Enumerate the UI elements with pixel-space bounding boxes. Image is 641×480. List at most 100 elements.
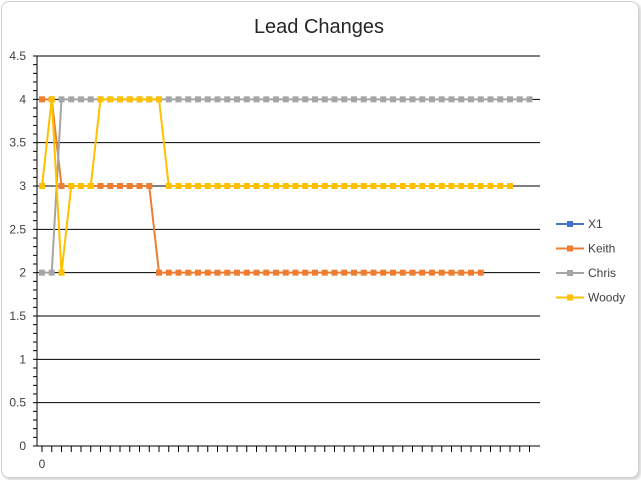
data-point	[39, 183, 45, 189]
data-point	[429, 183, 435, 189]
data-point	[204, 269, 211, 276]
data-point	[351, 183, 357, 189]
data-point	[68, 183, 75, 189]
data-point	[292, 96, 299, 103]
data-point	[487, 96, 494, 103]
data-point	[146, 96, 153, 103]
data-point	[429, 269, 435, 276]
data-point	[136, 96, 143, 103]
data-point	[165, 269, 172, 276]
data-point	[302, 96, 309, 103]
y-tick-label: 1	[19, 352, 26, 366]
data-point	[224, 269, 231, 276]
data-point	[419, 183, 426, 189]
data-point	[507, 96, 513, 103]
data-point	[253, 269, 260, 276]
data-point	[195, 269, 201, 276]
chart-title: Lead Changes	[254, 16, 384, 38]
data-point	[204, 183, 211, 189]
legend-marker	[567, 294, 573, 301]
data-point	[331, 269, 338, 276]
data-point	[253, 96, 260, 103]
data-point	[507, 183, 513, 189]
data-point	[234, 96, 240, 103]
data-point	[360, 269, 367, 276]
data-point	[273, 269, 279, 276]
series-keith	[39, 96, 484, 276]
data-point	[273, 183, 279, 189]
x-tick-label: 0	[39, 457, 46, 471]
data-point	[214, 96, 221, 103]
data-point	[312, 269, 318, 276]
data-point	[58, 183, 65, 189]
y-tick-label: 1.5	[9, 309, 26, 323]
data-point	[117, 96, 123, 103]
data-point	[214, 183, 221, 189]
data-point	[58, 96, 65, 103]
y-axis: 0 0.5 1 1.5 2 2.5 3 3.5 4 4.5	[9, 49, 38, 453]
data-point	[380, 96, 387, 103]
data-point	[516, 96, 523, 103]
gridlines	[37, 55, 540, 447]
data-point	[321, 183, 328, 189]
data-point	[126, 96, 133, 103]
y-tick-label: 2.5	[9, 222, 26, 236]
data-point	[429, 96, 435, 103]
data-point	[331, 183, 338, 189]
y-tick-label: 3	[19, 179, 26, 193]
series-line	[42, 98, 481, 274]
data-point	[497, 96, 504, 103]
y-tick-label: 3.5	[9, 136, 26, 150]
data-point	[370, 96, 377, 103]
data-point	[341, 183, 348, 189]
data-point	[195, 183, 201, 189]
data-point	[477, 183, 484, 189]
data-point	[370, 183, 377, 189]
data-point	[156, 96, 162, 103]
data-point	[146, 183, 153, 189]
data-point	[263, 96, 270, 103]
legend-marker	[567, 221, 573, 227]
data-point	[419, 96, 426, 103]
data-point	[399, 183, 406, 189]
legend-label: X1	[588, 217, 603, 231]
data-point	[497, 183, 504, 189]
data-point	[185, 96, 192, 103]
data-point	[175, 183, 182, 189]
data-point	[468, 183, 474, 189]
data-point	[97, 96, 104, 103]
data-point	[165, 183, 172, 189]
data-point	[214, 269, 221, 276]
data-point	[156, 269, 162, 276]
legend-item-chris: Chris	[556, 266, 616, 280]
y-tick-label: 4.5	[9, 49, 26, 63]
data-point	[526, 96, 533, 103]
data-point	[204, 96, 211, 103]
data-point	[282, 183, 289, 189]
data-point	[243, 96, 250, 103]
legend-marker	[567, 270, 573, 276]
data-point	[224, 96, 231, 103]
data-point	[58, 269, 65, 276]
data-point	[224, 183, 231, 189]
y-tick-label: 0.5	[9, 396, 26, 410]
data-point	[351, 96, 357, 103]
y-tick-label: 2	[19, 266, 26, 280]
data-point	[360, 96, 367, 103]
data-point	[87, 183, 94, 189]
data-point	[39, 96, 45, 103]
data-point	[68, 96, 75, 103]
data-point	[292, 183, 299, 189]
legend-item-woody: Woody	[556, 291, 625, 305]
data-point	[448, 269, 455, 276]
y-tick-label: 4	[19, 92, 26, 106]
data-point	[185, 269, 192, 276]
data-point	[448, 96, 455, 103]
series-woody	[39, 96, 513, 276]
data-point	[273, 96, 279, 103]
data-point	[438, 269, 445, 276]
series-group	[39, 96, 533, 276]
data-point	[380, 269, 387, 276]
legend-label: Keith	[588, 242, 615, 256]
